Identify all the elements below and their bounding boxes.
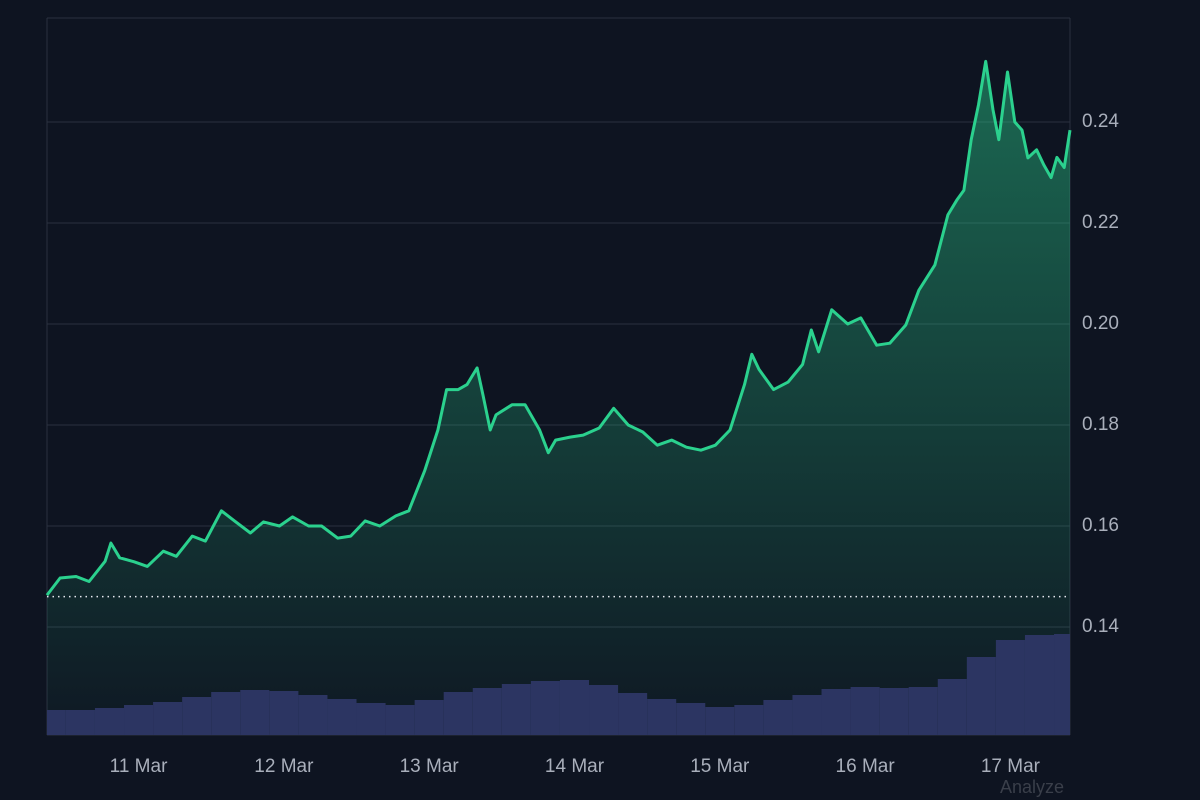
volume-bar	[676, 703, 706, 735]
volume-bar	[821, 689, 851, 735]
volume-bar	[501, 684, 531, 735]
volume-bar	[966, 657, 996, 735]
volume-bar	[269, 691, 299, 735]
volume-bar	[1054, 634, 1070, 735]
y-tick-label: 0.14	[1082, 616, 1119, 637]
volume-bar	[414, 700, 444, 735]
y-tick-label: 0.16	[1082, 515, 1119, 536]
volume-bar	[589, 685, 619, 735]
volume-bar	[850, 687, 880, 735]
x-tick-label: 13 Mar	[400, 756, 460, 777]
volume-bar	[182, 697, 212, 735]
x-tick-label: 16 Mar	[836, 756, 896, 777]
volume-bar	[763, 700, 793, 735]
x-tick-label: 17 Mar	[981, 756, 1041, 777]
volume-bar	[153, 702, 183, 735]
volume-bar	[705, 707, 735, 735]
y-tick-label: 0.18	[1082, 414, 1119, 435]
volume-bar	[385, 705, 415, 735]
volume-bar	[792, 695, 822, 735]
price-line	[45, 59, 1072, 597]
watermark: Analyze	[1000, 777, 1064, 797]
volume-bar	[472, 688, 502, 735]
volume-bar	[240, 690, 270, 735]
volume-bar	[530, 681, 560, 735]
y-tick-label: 0.22	[1082, 212, 1119, 233]
volume-bar	[47, 710, 66, 735]
y-tick-label: 0.20	[1082, 313, 1119, 334]
volume-bar	[647, 699, 677, 735]
volume-bar	[327, 699, 357, 735]
volume-bar	[995, 640, 1025, 735]
volume-bar	[298, 695, 328, 735]
x-tick-label: 12 Mar	[254, 756, 314, 777]
volume-bar	[879, 688, 909, 735]
price-area	[47, 61, 1070, 735]
volume-bar	[937, 679, 967, 735]
volume-bar	[1024, 635, 1055, 735]
volume-bar	[443, 692, 473, 735]
y-tick-label: 0.24	[1082, 111, 1119, 132]
volume-bar	[211, 692, 241, 735]
volume-bar	[124, 705, 154, 735]
x-tick-label: 15 Mar	[690, 756, 750, 777]
x-tick-label: 11 Mar	[110, 756, 168, 777]
volume-bar	[356, 703, 386, 735]
volume-bar	[908, 687, 938, 735]
volume-bar	[94, 708, 125, 735]
volume-bar	[734, 705, 764, 735]
volume-bar	[618, 693, 648, 735]
volume-bar	[65, 710, 95, 735]
x-tick-label: 14 Mar	[545, 756, 605, 777]
volume-bar	[559, 680, 590, 735]
